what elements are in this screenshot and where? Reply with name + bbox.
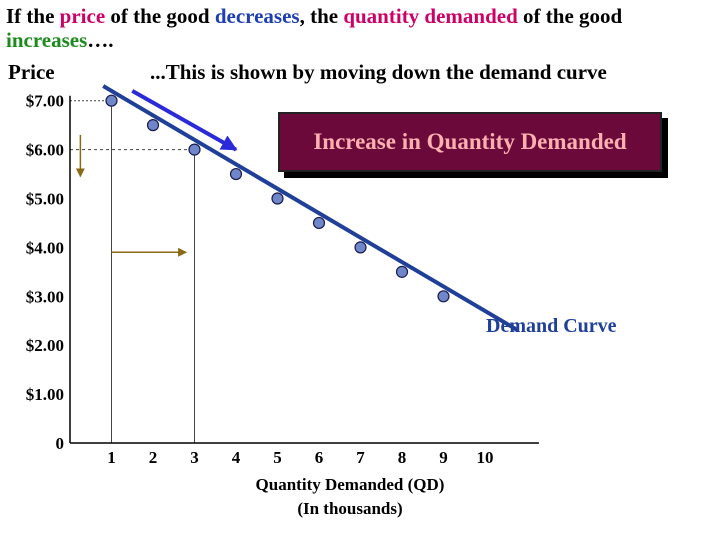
y-tick-label: $5.00 (26, 190, 64, 209)
y-axis-label: Price (8, 60, 55, 84)
title-part: , the (299, 4, 344, 28)
title-part: price (59, 4, 106, 28)
demand-point (146, 119, 160, 132)
title-part: …. (87, 28, 114, 52)
movement-arrow (131, 89, 238, 152)
demand-point (354, 241, 367, 254)
x-tick-label: 10 (477, 448, 494, 467)
y-tick-labels: $7.00 $6.00 $5.00 $4.00 $3.00 $2.00 $1.00 0 (26, 92, 64, 453)
x-tick-label: 8 (398, 448, 407, 467)
y-tick-label: $4.00 (26, 238, 64, 257)
y-tick-label: $6.00 (26, 141, 64, 160)
title-part: quantity demanded (343, 4, 518, 28)
title-part: of the good (517, 4, 623, 28)
y-tick-label: $7.00 (26, 92, 64, 111)
y-tick-label: 0 (56, 434, 65, 453)
x-axis-unit-note: (In thousands) (297, 499, 403, 518)
x-tick-labels: 1 2 3 4 5 6 7 8 9 10 (107, 448, 493, 467)
demand-point (395, 265, 409, 278)
x-tick-label: 9 (439, 448, 448, 467)
y-tick-label: $2.00 (26, 336, 64, 355)
x-tick-label: 5 (273, 448, 282, 467)
subtitle: ...This is shown by moving down the dema… (150, 60, 607, 84)
x-tick-label: 3 (190, 448, 199, 467)
x-tick-label: 1 (107, 448, 116, 467)
demand-point (437, 290, 450, 303)
x-tick-label: 6 (315, 448, 324, 467)
page-title: If the price of the good decreases, the … (6, 4, 718, 52)
demand-point (271, 192, 284, 205)
title-part: of the good (105, 4, 215, 28)
y-tick-label: $1.00 (26, 385, 64, 404)
demand-curve-line (102, 84, 520, 333)
title-part: increases (6, 28, 88, 52)
increase-in-quantity-demanded-callout: Increase in Quantity Demanded (278, 112, 662, 172)
x-axis-label: Quantity Demanded (QD) (255, 475, 445, 494)
x-tick-label: 2 (149, 448, 158, 467)
axes (69, 95, 539, 444)
x-tick-label: 7 (356, 448, 365, 467)
demand-curve-label: Demand Curve (486, 315, 617, 337)
demand-point (188, 143, 201, 156)
demand-point (312, 216, 326, 230)
x-tick-label: 4 (232, 448, 241, 467)
title-part: If the (6, 4, 60, 28)
demand-point (229, 167, 243, 181)
guide-lines (70, 100, 195, 443)
arrows (75, 89, 238, 257)
y-tick-label: $3.00 (26, 287, 64, 306)
demand-series (102, 84, 520, 333)
demand-point (105, 94, 118, 107)
title-part: decreases (214, 4, 300, 28)
